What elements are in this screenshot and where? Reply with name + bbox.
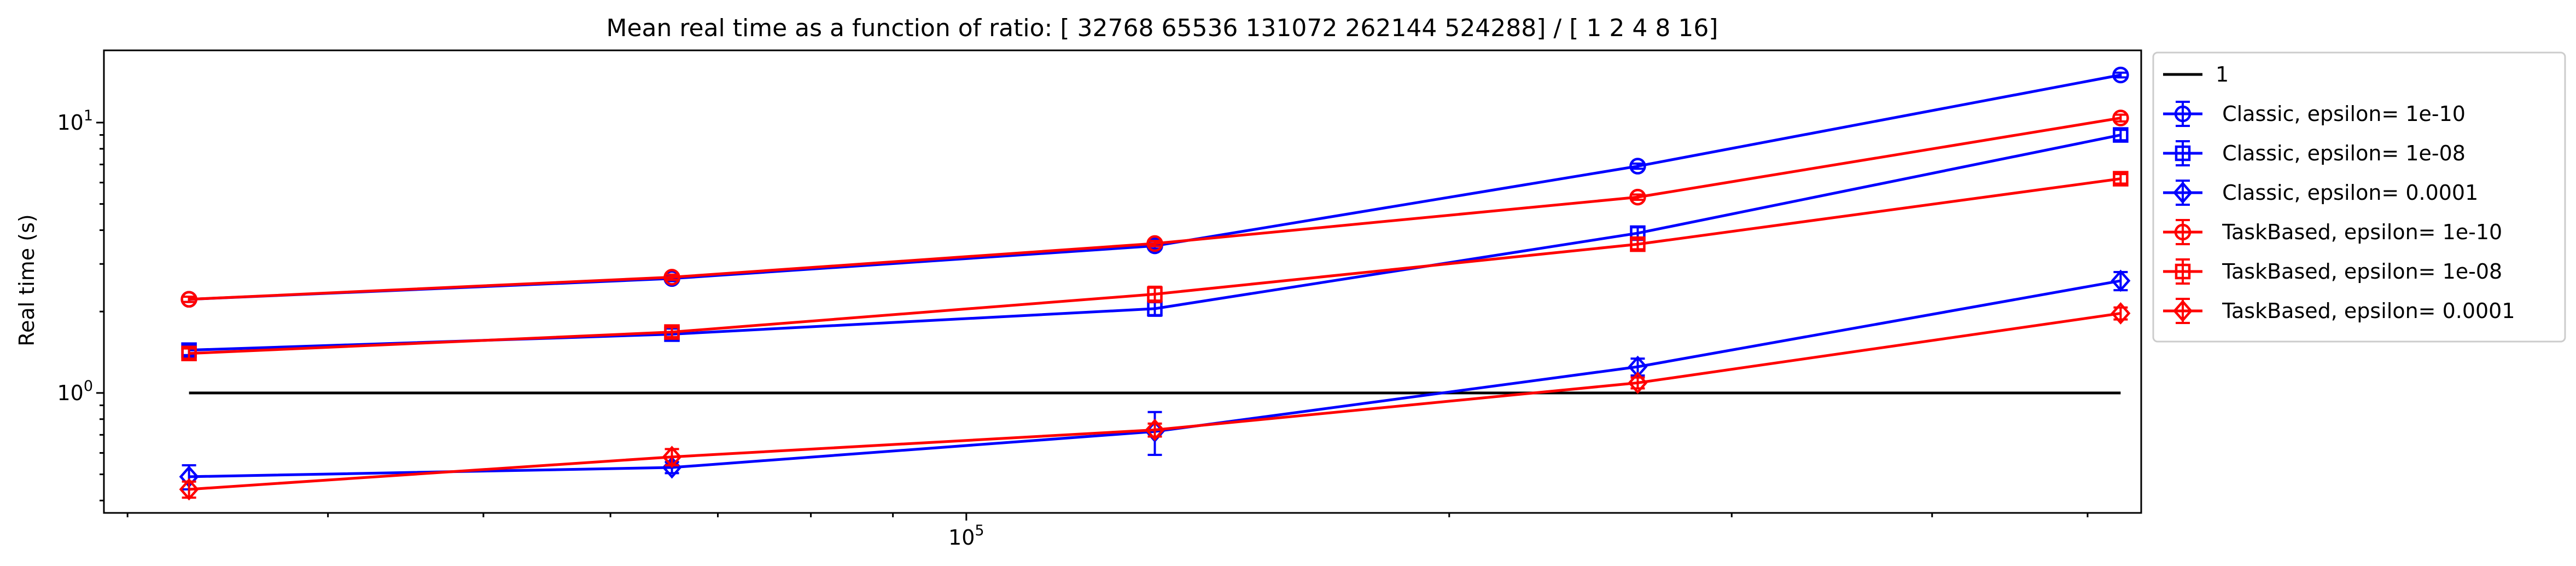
legend-marker bbox=[2174, 223, 2192, 241]
data-point bbox=[180, 291, 197, 308]
legend-label: 1 bbox=[2216, 62, 2229, 86]
data-point bbox=[1146, 235, 1163, 252]
legend-marker bbox=[2172, 181, 2193, 204]
legend-marker bbox=[2175, 145, 2191, 161]
data-point bbox=[181, 345, 197, 361]
legend-item: Classic, epsilon= 1e-08 bbox=[2163, 140, 2466, 166]
y-axis-label: Real time (s) bbox=[15, 214, 39, 346]
legend-item: Classic, epsilon= 1e-10 bbox=[2163, 101, 2466, 127]
data-point bbox=[1145, 418, 1165, 441]
plot-frame bbox=[103, 49, 2142, 514]
data-point bbox=[2113, 127, 2129, 143]
legend-box bbox=[2152, 51, 2566, 343]
series-5 bbox=[181, 171, 2129, 361]
x-tick-label: 105 bbox=[948, 522, 984, 550]
legend-item: TaskBased, epsilon= 0.0001 bbox=[2163, 298, 2515, 324]
data-point bbox=[1147, 286, 1163, 302]
data-point bbox=[1628, 355, 1648, 378]
data-point bbox=[1630, 236, 1646, 252]
data-point bbox=[1629, 188, 1646, 206]
data-point bbox=[2111, 302, 2131, 325]
data-point bbox=[2113, 171, 2129, 187]
series-4 bbox=[180, 109, 2129, 308]
legend: 1 Classic, epsilon= 1e-10 Classic, epsil… bbox=[2152, 51, 2566, 343]
legend-marker bbox=[2172, 299, 2193, 322]
data-point bbox=[2112, 66, 2129, 84]
y-tick-label: 100 bbox=[57, 378, 93, 405]
data-point bbox=[664, 324, 680, 340]
legend-label: TaskBased, epsilon= 0.0001 bbox=[2216, 299, 2515, 323]
data-point bbox=[2111, 269, 2131, 292]
data-point bbox=[1628, 371, 1648, 394]
legend-marker bbox=[2174, 105, 2192, 123]
legend-label: TaskBased, epsilon= 1e-10 bbox=[2216, 220, 2502, 244]
y-tick-label: 101 bbox=[57, 107, 93, 135]
plot-area: 105 100 101 bbox=[57, 49, 2142, 550]
legend-item: 1 bbox=[2163, 62, 2229, 86]
axis-ticks: 105 100 101 bbox=[57, 107, 2089, 550]
data-point bbox=[179, 478, 199, 501]
legend-item: TaskBased, epsilon= 1e-08 bbox=[2163, 258, 2502, 285]
legend-marker bbox=[2175, 263, 2191, 280]
series-6 bbox=[179, 302, 2131, 501]
legend-item: Classic, epsilon= 0.0001 bbox=[2163, 180, 2478, 206]
chart-title: Mean real time as a function of ratio: [… bbox=[607, 14, 1718, 42]
legend-label: Classic, epsilon= 1e-10 bbox=[2216, 102, 2466, 126]
data-point bbox=[662, 446, 682, 469]
legend-label: Classic, epsilon= 0.0001 bbox=[2216, 181, 2478, 205]
legend-item: TaskBased, epsilon= 1e-10 bbox=[2163, 219, 2502, 245]
data-point bbox=[1629, 158, 1646, 175]
legend-label: TaskBased, epsilon= 1e-08 bbox=[2216, 259, 2502, 284]
data-point bbox=[2112, 109, 2129, 126]
data-point bbox=[663, 269, 680, 286]
legend-label: Classic, epsilon= 1e-08 bbox=[2216, 141, 2466, 165]
